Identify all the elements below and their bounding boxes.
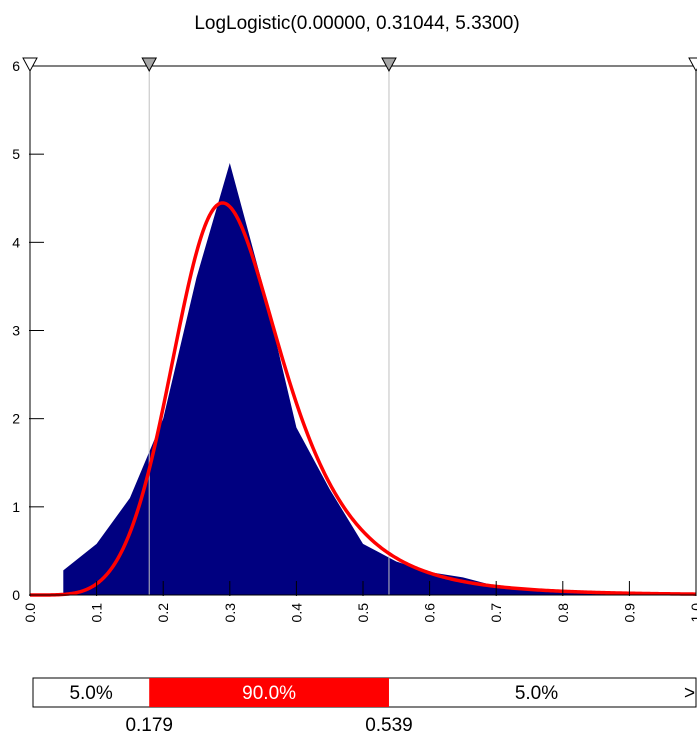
probability-right-label: 5.0%	[515, 683, 558, 704]
probability-bar: 5.0% 90.0% 5.0% >	[32, 677, 697, 708]
delimiter-value-label: 0.179	[125, 715, 173, 732]
probability-band-middle	[149, 678, 389, 707]
y-tick-label: 3	[12, 323, 20, 339]
x-tick-label: 0.2	[155, 603, 171, 623]
x-tick-label: 0.4	[288, 603, 304, 623]
delimiter-markers[interactable]	[22, 57, 697, 73]
delimiter-value-label: 0.539	[365, 715, 413, 732]
y-tick-label: 1	[12, 499, 20, 515]
min-marker-icon[interactable]	[22, 57, 38, 73]
x-tick-label: 0.3	[222, 603, 238, 623]
x-tick-label: 0.6	[422, 603, 438, 623]
delimiter-lines	[148, 66, 390, 595]
max-marker-icon[interactable]	[688, 57, 697, 73]
probability-middle-label: 90.0%	[242, 683, 296, 704]
delimiter-marker-icon[interactable]	[381, 57, 397, 73]
x-tick-label: 0.9	[621, 603, 637, 623]
x-tick-label: 0.7	[488, 603, 504, 623]
chart-title: LogLogistic(0.00000, 0.31044, 5.3300)	[194, 13, 519, 34]
y-tick-label: 4	[12, 234, 20, 250]
y-axis: 0 1 2 3 4 5 6	[12, 58, 44, 603]
y-tick-label: 5	[12, 146, 20, 162]
y-tick-label: 2	[12, 411, 20, 427]
x-axis: 0.0 0.1 0.2 0.3 0.4 0.5 0.6 0.7 0.8 0.9 1.0	[22, 581, 697, 622]
x-tick-label: 0.0	[22, 603, 38, 623]
x-tick-label: 0.5	[355, 603, 371, 623]
x-tick-label: 0.1	[89, 603, 105, 623]
probability-overflow-mark: >	[684, 683, 695, 704]
y-tick-label: 6	[12, 58, 20, 74]
plot-area: 0 1 2 3 4 5 6 0.0 0.1 0.2 0.3 0.4 0.5 0.6 0.7 0.8 0.9 1.…	[12, 57, 697, 622]
x-tick-label: 0.8	[555, 603, 571, 623]
histogram-area	[63, 162, 697, 595]
fit-curve	[29, 201, 697, 597]
probability-left-label: 5.0%	[69, 683, 112, 704]
y-tick-label: 0	[12, 587, 20, 603]
x-tick-label: 1.0	[688, 603, 697, 623]
delimiter-value-labels: 0.179 0.539	[125, 715, 412, 732]
delimiter-marker-icon[interactable]	[141, 57, 158, 73]
